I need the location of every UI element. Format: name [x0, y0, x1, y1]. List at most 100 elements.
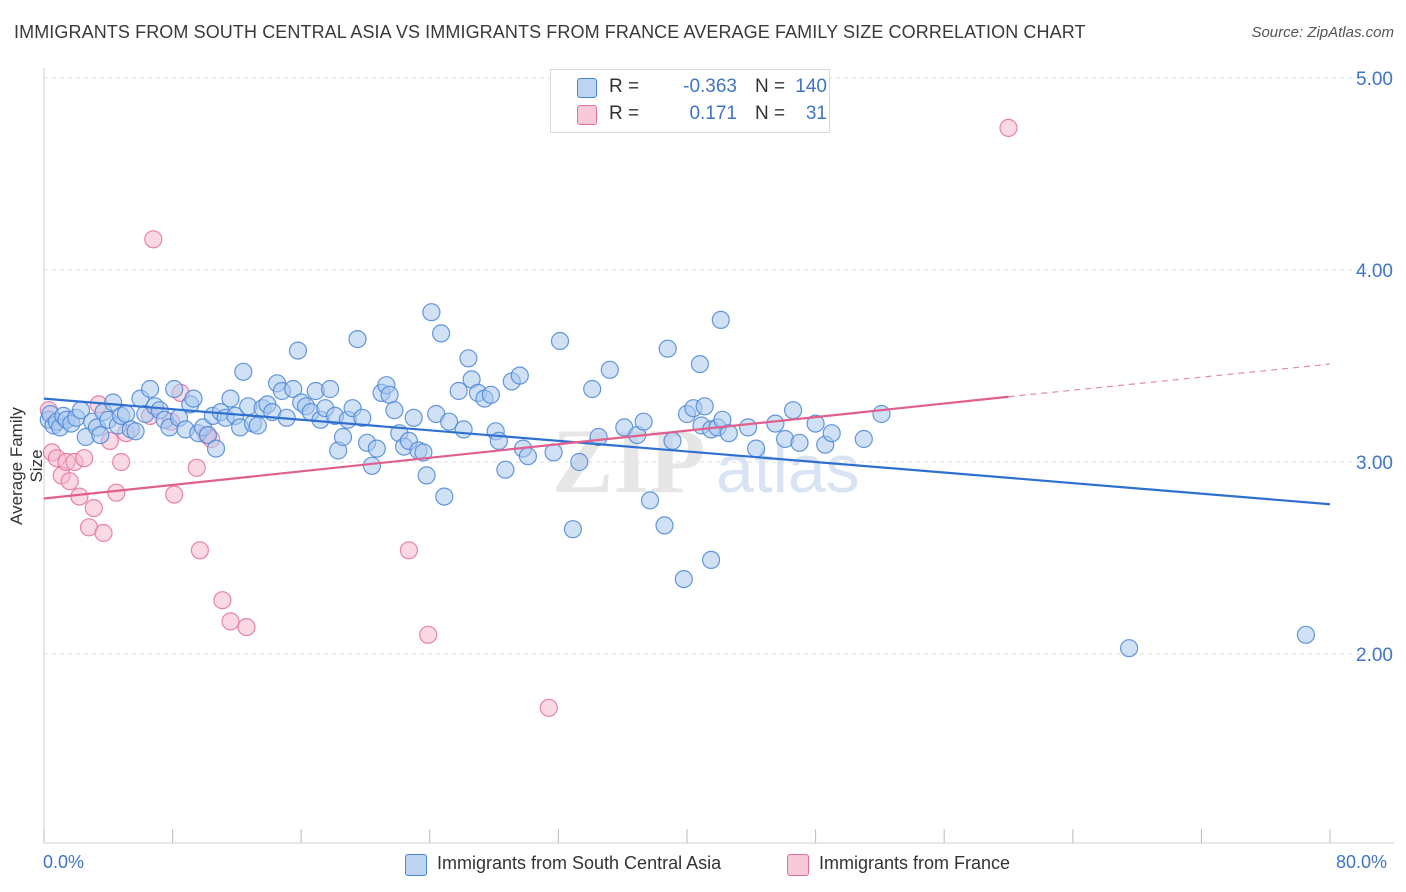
- data-point-south-central-asia: [414, 443, 433, 462]
- data-point-south-central-asia: [695, 397, 714, 416]
- data-point-south-central-asia: [91, 426, 110, 445]
- trend-line-france: [43, 395, 1009, 500]
- data-point-south-central-asia: [550, 331, 570, 351]
- data-point-south-central-asia: [872, 404, 891, 424]
- trend-line-south-central-asia: [43, 397, 1331, 506]
- data-point-south-central-asia: [766, 414, 785, 433]
- trend-line-france-extension: [1008, 363, 1331, 398]
- data-point-south-central-asia: [481, 385, 500, 404]
- data-point-france: [999, 118, 1018, 138]
- data-point-south-central-asia: [583, 379, 602, 399]
- data-point-france: [107, 483, 126, 502]
- data-point-south-central-asia: [116, 404, 136, 424]
- data-point-south-central-asia: [198, 426, 218, 445]
- data-point-france: [213, 591, 232, 610]
- data-point-south-central-asia: [221, 389, 240, 408]
- data-point-south-central-asia: [719, 424, 738, 443]
- data-point-south-central-asia: [544, 443, 563, 462]
- x-tick-label-min: 0.0%: [43, 852, 85, 872]
- data-point-france: [539, 698, 558, 717]
- data-point-south-central-asia: [570, 452, 589, 472]
- y-tick-labels: 2.00 3.00 4.00 5.00: [1356, 69, 1393, 666]
- legend-r-label: R =: [609, 103, 640, 124]
- data-point-france: [221, 612, 240, 631]
- data-point-south-central-asia: [248, 416, 267, 435]
- data-point-south-central-asia: [658, 339, 677, 358]
- data-point-south-central-asia: [284, 379, 303, 399]
- legend-r-value: -0.363: [683, 76, 737, 97]
- data-point-south-central-asia: [790, 433, 809, 452]
- data-point-south-central-asia: [634, 412, 653, 431]
- y-axis-label: Average Family Size: [7, 407, 46, 525]
- chart-title: IMMIGRANTS FROM SOUTH CENTRAL ASIA VS IM…: [14, 22, 1086, 42]
- data-point-south-central-asia: [422, 303, 441, 322]
- trend-lines: [43, 363, 1331, 506]
- data-point-south-central-asia: [367, 439, 386, 458]
- data-point-south-central-asia: [435, 487, 454, 506]
- legend-n-value: 140: [795, 76, 827, 97]
- data-point-south-central-asia: [1296, 625, 1316, 644]
- legend-r-value: 0.171: [689, 103, 737, 124]
- legend-swatch-blue: [577, 78, 597, 98]
- legend-n-label: N =: [755, 103, 786, 124]
- data-point-south-central-asia: [496, 460, 515, 479]
- bottom-legend-swatch-pink: [787, 854, 809, 876]
- data-point-south-central-asia: [141, 379, 160, 399]
- series-south-central-asia-points: [39, 303, 1316, 658]
- data-point-south-central-asia: [184, 389, 203, 408]
- legend-n-label: N =: [755, 76, 786, 97]
- data-point-south-central-asia: [234, 362, 253, 381]
- data-point-south-central-asia: [1119, 639, 1139, 658]
- data-point-south-central-asia: [333, 427, 353, 447]
- data-point-south-central-asia: [165, 379, 184, 399]
- data-point-south-central-asia: [103, 393, 123, 412]
- data-point-south-central-asia: [806, 414, 825, 433]
- data-point-south-central-asia: [417, 466, 436, 485]
- data-point-south-central-asia: [783, 401, 803, 420]
- data-point-south-central-asia: [746, 439, 766, 458]
- source-credit: Source: ZipAtlas.com: [1251, 24, 1394, 41]
- data-point-south-central-asia: [701, 550, 721, 570]
- data-point-south-central-asia: [640, 491, 660, 510]
- bottom-legend-swatch-blue: [405, 854, 427, 876]
- data-point-france: [60, 472, 79, 491]
- y-tick-label: 5.00: [1356, 69, 1393, 90]
- data-point-south-central-asia: [563, 520, 583, 539]
- data-point-south-central-asia: [449, 381, 468, 401]
- data-point-south-central-asia: [440, 412, 459, 431]
- legend-r-label: R =: [609, 76, 640, 97]
- data-point-france: [399, 541, 418, 560]
- data-point-france: [190, 541, 209, 560]
- data-point-south-central-asia: [404, 408, 423, 427]
- data-point-south-central-asia: [674, 569, 693, 589]
- bottom-legend-label: Immigrants from South Central Asia: [437, 853, 722, 873]
- data-point-south-central-asia: [518, 447, 538, 466]
- data-point-south-central-asia: [711, 310, 730, 329]
- data-point-france: [94, 523, 113, 543]
- legend-swatch-pink: [577, 105, 597, 125]
- data-point-south-central-asia: [380, 385, 399, 404]
- data-point-south-central-asia: [822, 424, 841, 443]
- legend-n-value: 31: [805, 103, 827, 124]
- data-point-south-central-asia: [690, 355, 710, 374]
- data-point-south-central-asia: [126, 422, 145, 441]
- data-point-south-central-asia: [321, 379, 340, 399]
- data-point-south-central-asia: [206, 439, 226, 458]
- data-point-france: [165, 485, 184, 504]
- data-point-south-central-asia: [655, 516, 674, 535]
- legend: R = -0.363 N = 140 R = 0.171 N = 31: [550, 69, 830, 133]
- data-point-south-central-asia: [353, 408, 372, 427]
- y-tick-label: 3.00: [1356, 453, 1393, 474]
- x-tick-label-max: 80.0%: [1336, 852, 1388, 872]
- y-tick-label: 2.00: [1356, 645, 1393, 666]
- data-point-south-central-asia: [432, 324, 451, 343]
- bottom-legend-label: Immigrants from France: [819, 853, 1011, 873]
- data-point-france: [144, 230, 163, 249]
- data-point-france: [419, 625, 438, 644]
- data-point-france: [187, 458, 206, 477]
- data-point-south-central-asia: [348, 330, 367, 349]
- data-point-south-central-asia: [385, 401, 404, 420]
- data-point-south-central-asia: [459, 349, 478, 368]
- data-point-south-central-asia: [510, 366, 529, 385]
